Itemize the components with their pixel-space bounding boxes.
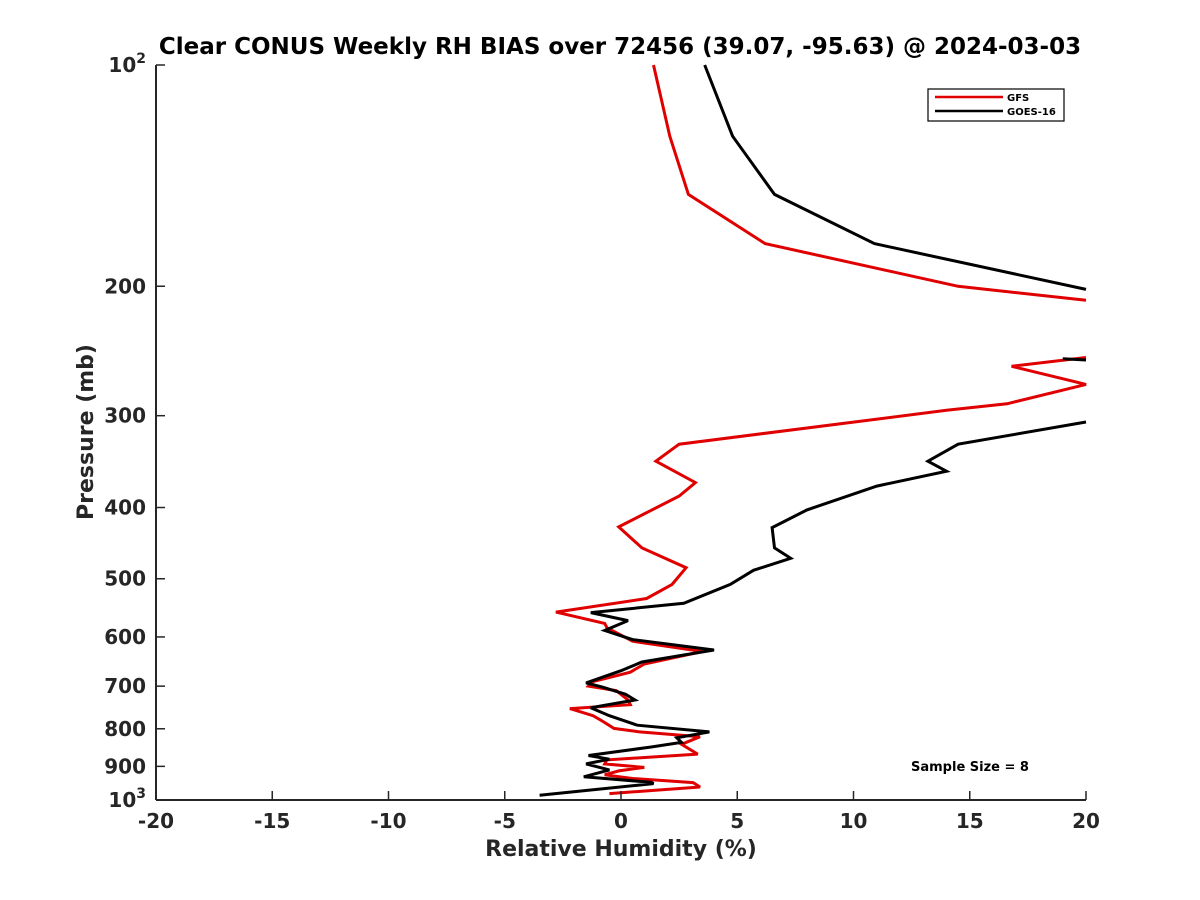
y-tick-base: 10 (108, 788, 136, 812)
sample-size-annotation: Sample Size = 8 (911, 760, 1029, 775)
y-tick-label: 700 (104, 674, 146, 698)
y-tick-base: 200 (104, 274, 146, 298)
y-tick-label: 800 (104, 717, 146, 741)
x-tick-label: -10 (370, 809, 406, 833)
legend-label-gfs: GFS (1007, 93, 1029, 104)
y-tick-label: 102 (108, 51, 146, 77)
y-tick-label: 900 (104, 754, 146, 778)
y-tick-label: 400 (104, 496, 146, 520)
series-line-goes-16 (1062, 357, 1087, 362)
legend: GFS GOES-16 (927, 88, 1065, 122)
y-tick-base: 600 (104, 625, 146, 649)
x-tick-label: 15 (956, 809, 984, 833)
legend-label-goes-16: GOES-16 (1007, 107, 1056, 118)
y-axis-title: Pressure (mb) (74, 344, 99, 520)
x-tick-label: -5 (494, 809, 516, 833)
y-tick-base: 900 (104, 754, 146, 778)
y-tick-label: 200 (104, 274, 146, 298)
x-tick-label: -20 (138, 809, 174, 833)
y-tick-base: 800 (104, 717, 146, 741)
x-tick-label: 20 (1072, 809, 1100, 833)
y-tick-base: 300 (104, 404, 146, 428)
y-tick-label: 300 (104, 404, 146, 428)
y-tick-base: 700 (104, 674, 146, 698)
series-line-goes-16 (539, 420, 1087, 797)
legend-box (927, 88, 1065, 122)
x-tick-label: 10 (840, 809, 868, 833)
y-tick-base: 400 (104, 496, 146, 520)
y-tick-base: 500 (104, 567, 146, 591)
y-tick-exponent: 2 (136, 51, 146, 67)
x-tick-label: 5 (730, 809, 744, 833)
series-line-gfs (652, 64, 1087, 302)
series-layer (539, 64, 1087, 797)
x-tick-label: 0 (614, 809, 628, 833)
plot-area: -20 -15 -10 -5 0 5 10 15 20 10220030040050060070… (104, 51, 1100, 833)
y-tick-exponent: 3 (136, 786, 146, 802)
y-tick-label: 103 (108, 786, 146, 812)
x-axis-title: Relative Humidity (%) (485, 837, 757, 862)
series-line-goes-16 (703, 64, 1087, 291)
chart-title: Clear CONUS Weekly RH BIAS over 72456 (3… (159, 34, 1081, 60)
x-ticks: -20 -15 -10 -5 0 5 10 15 20 (138, 791, 1100, 833)
y-tick-label: 500 (104, 567, 146, 591)
axes-background (156, 65, 1086, 800)
y-tick-base: 10 (108, 53, 136, 77)
x-tick-label: -15 (254, 809, 290, 833)
y-tick-label: 600 (104, 625, 146, 649)
